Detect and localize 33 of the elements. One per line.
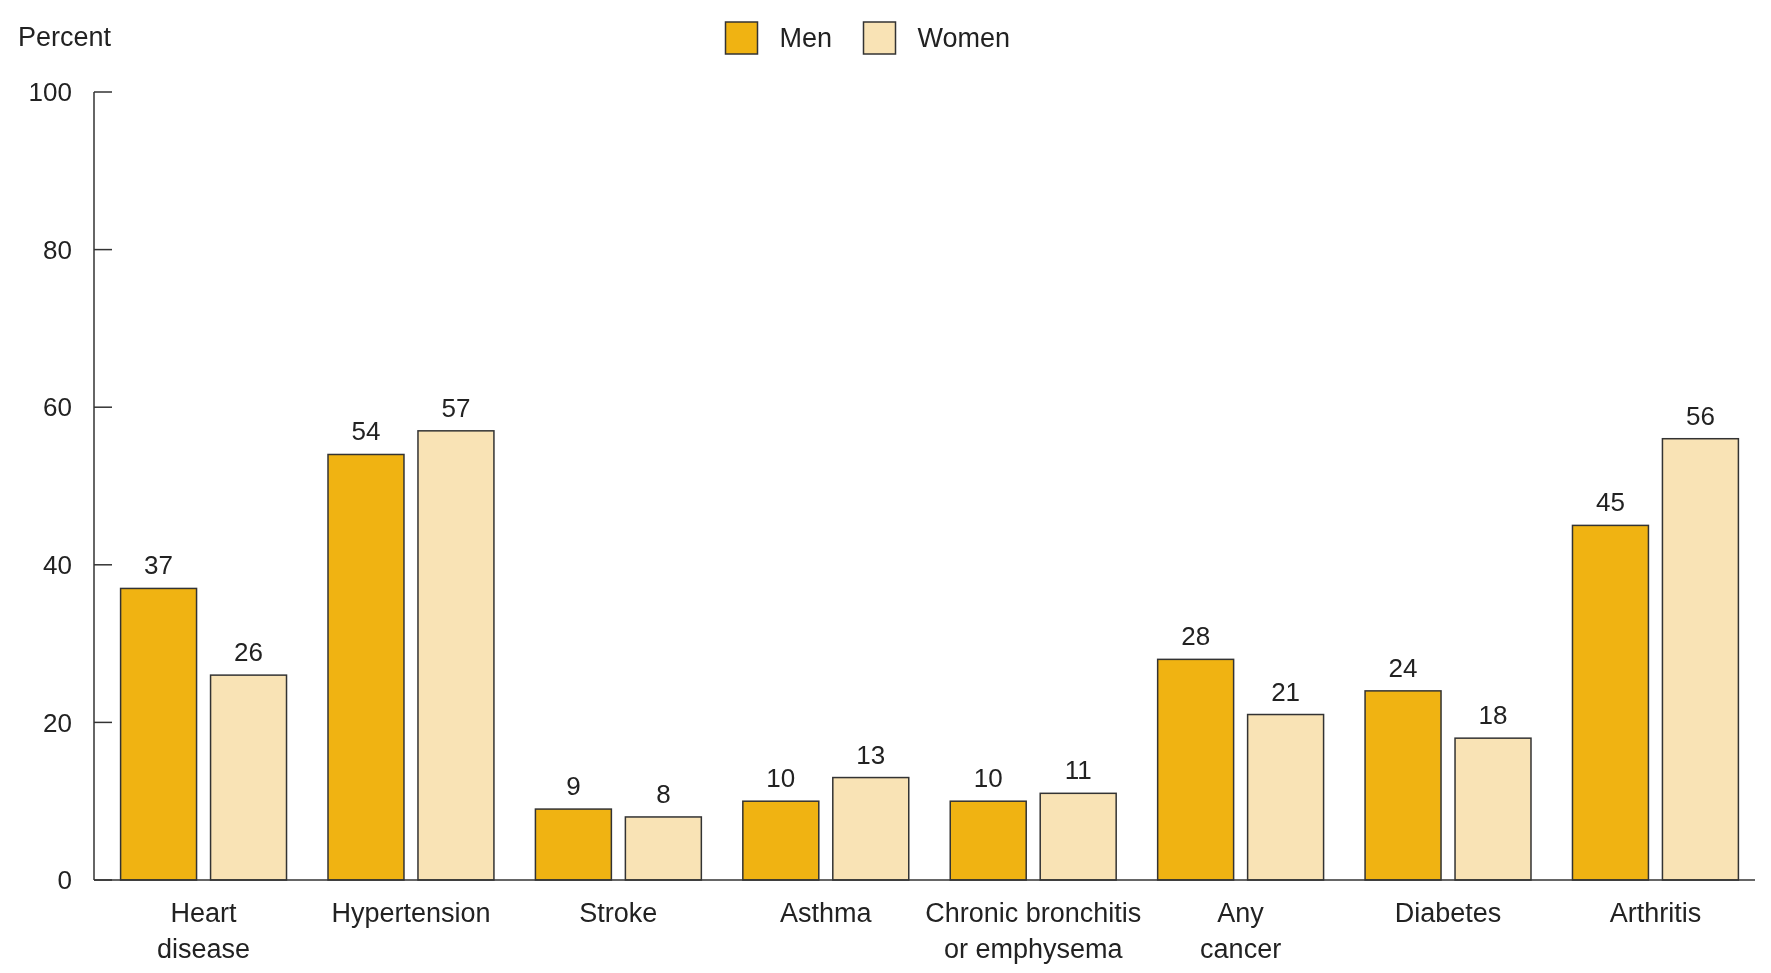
data-label: 21 xyxy=(1271,676,1301,707)
y-tick-label: 40 xyxy=(43,549,72,580)
y-tick-label: 60 xyxy=(43,392,72,423)
x-tick-label: Diabetes xyxy=(1394,898,1502,928)
legend-label: Men xyxy=(779,23,833,54)
data-label: 24 xyxy=(1388,652,1418,683)
x-tick-label: Hypertension xyxy=(331,898,491,928)
x-tick-label: Arthritis xyxy=(1609,898,1702,928)
data-label: 10 xyxy=(766,763,796,794)
data-label: 18 xyxy=(1478,700,1508,731)
data-label: 8 xyxy=(656,778,671,809)
x-tick-label: Stroke xyxy=(579,898,658,928)
data-label: 13 xyxy=(856,739,886,770)
data-label: 54 xyxy=(351,416,381,447)
x-tick-label: Any cancer xyxy=(1200,898,1282,964)
data-label: 45 xyxy=(1596,487,1625,518)
x-tick-label: Asthma xyxy=(780,898,873,928)
x-tick-label: Chronic bronchitis or emphysema xyxy=(925,898,1142,964)
data-label: 56 xyxy=(1685,400,1715,431)
data-label: 10 xyxy=(973,763,1003,794)
y-axis-title: Percent xyxy=(18,22,112,52)
data-label: 37 xyxy=(144,550,174,581)
y-tick-label: 100 xyxy=(28,77,72,108)
data-label: 9 xyxy=(566,771,581,802)
y-tick-label: 0 xyxy=(57,865,72,896)
y-tick-label: 20 xyxy=(43,707,72,738)
data-label: 28 xyxy=(1181,621,1211,652)
y-tick-label: 80 xyxy=(43,234,72,265)
legend-label: Women xyxy=(917,23,1011,54)
data-label: 26 xyxy=(234,637,263,668)
x-tick-label: Heart disease xyxy=(157,898,251,964)
data-label: 57 xyxy=(441,392,471,423)
data-label: 11 xyxy=(1064,755,1092,786)
